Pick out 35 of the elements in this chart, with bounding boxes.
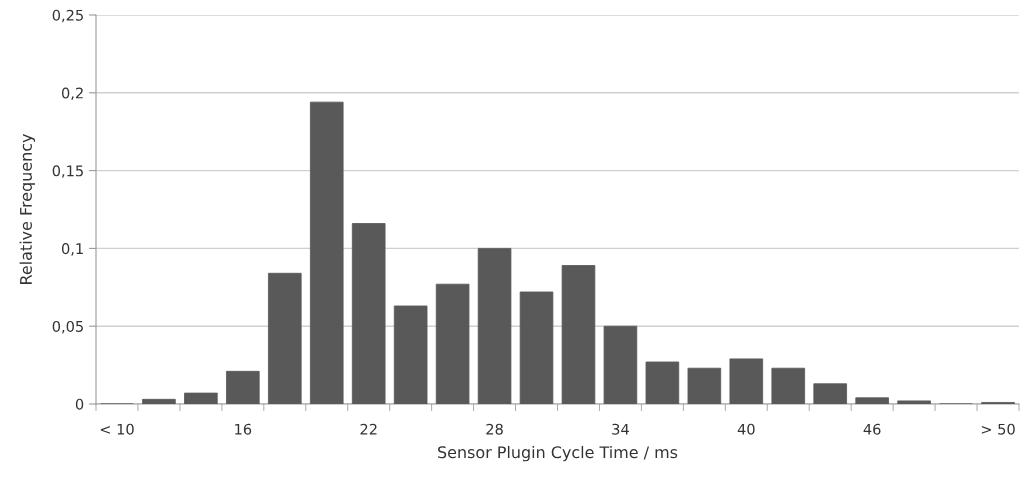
y-tick-label: 0,05 bbox=[52, 320, 83, 334]
bar bbox=[729, 358, 764, 404]
bar bbox=[393, 305, 428, 404]
x-tick-label: 46 bbox=[863, 423, 881, 435]
bar bbox=[603, 325, 638, 404]
bar bbox=[309, 101, 344, 404]
y-axis-title: Relative Frequency bbox=[19, 133, 36, 284]
bar bbox=[142, 398, 176, 404]
bar bbox=[771, 367, 806, 404]
x-tick-label: 22 bbox=[360, 423, 377, 435]
y-tick-label: 0,15 bbox=[52, 165, 83, 178]
y-tick-label: 0 bbox=[75, 398, 84, 410]
bar bbox=[855, 397, 889, 404]
x-axis-title: Sensor Plugin Cycle Time / ms bbox=[438, 445, 678, 462]
x-tick-label: < 10 bbox=[100, 423, 134, 435]
x-tick-label: 34 bbox=[612, 423, 629, 435]
x-tick-label: 28 bbox=[486, 423, 503, 435]
bar bbox=[226, 370, 260, 404]
bar bbox=[184, 392, 218, 404]
bar bbox=[561, 265, 596, 404]
x-tick-label: 16 bbox=[235, 423, 252, 435]
bar bbox=[687, 367, 722, 404]
bar bbox=[477, 247, 512, 404]
bar bbox=[645, 361, 680, 404]
x-tick-label: 40 bbox=[737, 423, 755, 435]
bar bbox=[519, 291, 554, 404]
bar bbox=[813, 383, 847, 404]
y-tick-label: 0,25 bbox=[52, 9, 83, 23]
x-tick-label: > 50 bbox=[981, 423, 1015, 435]
bar bbox=[351, 223, 386, 404]
bar bbox=[897, 400, 931, 404]
y-tick-label: 0,2 bbox=[61, 87, 83, 101]
bar bbox=[268, 272, 302, 404]
bar bbox=[435, 283, 470, 404]
y-tick-label: 0,1 bbox=[61, 243, 83, 256]
